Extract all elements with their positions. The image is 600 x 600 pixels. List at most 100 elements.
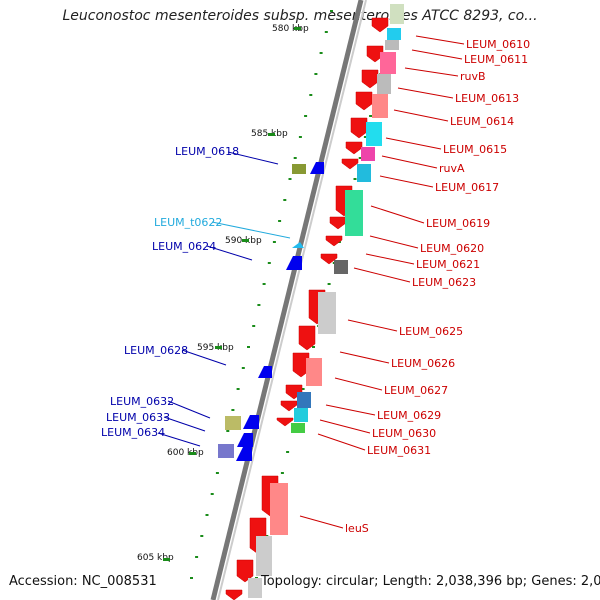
tick-dot xyxy=(314,73,318,75)
tick-dot xyxy=(283,199,287,201)
leader-line-forward xyxy=(393,109,449,122)
gene-arrow-reverse[interactable] xyxy=(237,433,253,447)
gene-arrow-reverse[interactable] xyxy=(310,162,324,174)
tick-dot xyxy=(369,115,373,117)
tick-dot xyxy=(210,493,214,495)
gene-box[interactable] xyxy=(318,292,336,334)
gene-box[interactable] xyxy=(248,578,262,598)
gene-box[interactable] xyxy=(377,74,391,94)
gene-box[interactable] xyxy=(256,536,272,576)
trna-marker[interactable] xyxy=(292,242,304,248)
gene-arrow-forward[interactable] xyxy=(329,216,347,230)
gene-box-reverse[interactable] xyxy=(218,444,234,458)
gene-features xyxy=(218,4,404,600)
gene-label-leum-0627[interactable]: LEUM_0627 xyxy=(384,384,448,397)
tick-dot xyxy=(312,346,315,348)
gene-label-leum-0628[interactable]: LEUM_0628 xyxy=(124,344,188,357)
leader-line-forward xyxy=(379,175,434,188)
gene-label-leum-0629[interactable]: LEUM_0629 xyxy=(377,409,441,422)
gene-label-leum-0619[interactable]: LEUM_0619 xyxy=(426,217,490,230)
gene-label-leum-t0622[interactable]: LEUM_t0622 xyxy=(154,216,222,229)
gene-arrow-forward[interactable] xyxy=(341,158,359,170)
gene-box[interactable] xyxy=(270,483,288,535)
tick-dot xyxy=(226,430,230,432)
gene-label-leus[interactable]: leuS xyxy=(345,522,369,535)
tick-dot xyxy=(247,346,250,348)
gene-arrow-forward[interactable] xyxy=(292,352,310,378)
gene-label-ruva[interactable]: ruvA xyxy=(439,162,465,175)
tick-dot xyxy=(272,241,276,243)
gene-label-leum-0634[interactable]: LEUM_0634 xyxy=(101,426,165,439)
gene-label-leum-0620[interactable]: LEUM_0620 xyxy=(420,242,484,255)
gene-label-leum-0631[interactable]: LEUM_0631 xyxy=(367,444,431,457)
gene-label-leum-0611[interactable]: LEUM_0611 xyxy=(464,53,528,66)
gene-box[interactable] xyxy=(387,28,401,40)
label-leaders xyxy=(157,35,465,529)
gene-label-leum-0623[interactable]: LEUM_0623 xyxy=(412,276,476,289)
gene-arrow-forward[interactable] xyxy=(345,141,363,155)
gene-label-ruvb[interactable]: ruvB xyxy=(460,70,486,83)
gene-label-leum-0625[interactable]: LEUM_0625 xyxy=(399,325,463,338)
gene-box[interactable] xyxy=(291,423,305,433)
gene-box[interactable] xyxy=(390,4,404,24)
gene-arrow-forward[interactable] xyxy=(225,589,243,600)
gene-box[interactable] xyxy=(294,408,308,422)
kbp-tick xyxy=(242,239,249,242)
tick-dot xyxy=(252,325,256,327)
gene-box[interactable] xyxy=(361,147,375,161)
tick-dot xyxy=(236,388,240,390)
gene-label-leum-0632[interactable]: LEUM_0632 xyxy=(110,395,174,408)
gene-box[interactable] xyxy=(306,358,322,386)
gene-label-leum-0624[interactable]: LEUM_0624 xyxy=(152,240,216,253)
gene-arrow-forward[interactable] xyxy=(355,91,373,111)
gene-box[interactable] xyxy=(345,190,363,236)
gene-box[interactable] xyxy=(366,122,382,146)
gene-box[interactable] xyxy=(297,392,311,408)
leader-line-forward xyxy=(334,377,383,391)
gene-box[interactable] xyxy=(380,52,396,74)
gene-label-leum-0630[interactable]: LEUM_0630 xyxy=(372,427,436,440)
gene-arrow-reverse[interactable] xyxy=(258,366,272,378)
gene-label-leum-0614[interactable]: LEUM_0614 xyxy=(450,115,514,128)
gene-arrow-forward[interactable] xyxy=(366,45,384,63)
gene-box[interactable] xyxy=(334,260,348,274)
gene-box[interactable] xyxy=(372,94,388,118)
footer-accession: Accession: NC_008531 xyxy=(9,574,157,589)
gene-arrow-forward[interactable] xyxy=(298,325,316,351)
kbp-tick xyxy=(189,452,196,455)
gene-arrow-forward[interactable] xyxy=(371,17,389,33)
gene-arrow-forward[interactable] xyxy=(325,235,343,247)
gene-box[interactable] xyxy=(385,40,399,50)
gene-arrow-reverse[interactable] xyxy=(236,447,252,461)
gene-label-leum-0621[interactable]: LEUM_0621 xyxy=(416,258,480,271)
gene-arrow-forward[interactable] xyxy=(276,417,294,427)
gene-label-leum-0613[interactable]: LEUM_0613 xyxy=(455,92,519,105)
tick-dot xyxy=(309,94,313,96)
leader-line-forward xyxy=(369,235,419,249)
leader-line-forward xyxy=(365,253,415,265)
gene-label-leum-0610[interactable]: LEUM_0610 xyxy=(466,38,530,51)
leader-line-reverse xyxy=(163,416,206,432)
gene-box[interactable] xyxy=(357,164,371,182)
tick-dot xyxy=(278,220,282,222)
gene-arrow-forward[interactable] xyxy=(320,253,338,265)
gene-box-reverse[interactable] xyxy=(292,164,306,174)
leader-line-reverse xyxy=(227,151,279,165)
gene-arrow-reverse[interactable] xyxy=(286,256,302,270)
gene-arrow-forward[interactable] xyxy=(350,117,368,139)
gene-label-leum-0633[interactable]: LEUM_0633 xyxy=(106,411,170,424)
tick-dot xyxy=(280,472,284,474)
gene-arrow-reverse[interactable] xyxy=(243,415,259,429)
leader-line-reverse xyxy=(167,400,211,419)
tick-dot xyxy=(304,115,308,117)
gene-label-leum-0617[interactable]: LEUM_0617 xyxy=(435,181,499,194)
gene-label-leum-0626[interactable]: LEUM_0626 xyxy=(391,357,455,370)
gene-arrow-forward[interactable] xyxy=(280,400,298,412)
gene-label-leum-0618[interactable]: LEUM_0618 xyxy=(175,145,239,158)
tick-dot xyxy=(241,367,245,369)
gene-arrow-forward[interactable] xyxy=(361,69,379,89)
gene-label-leum-0615[interactable]: LEUM_0615 xyxy=(443,143,507,156)
leader-line-forward xyxy=(319,419,371,434)
tick-dot xyxy=(190,577,193,579)
gene-box-reverse[interactable] xyxy=(225,416,241,430)
